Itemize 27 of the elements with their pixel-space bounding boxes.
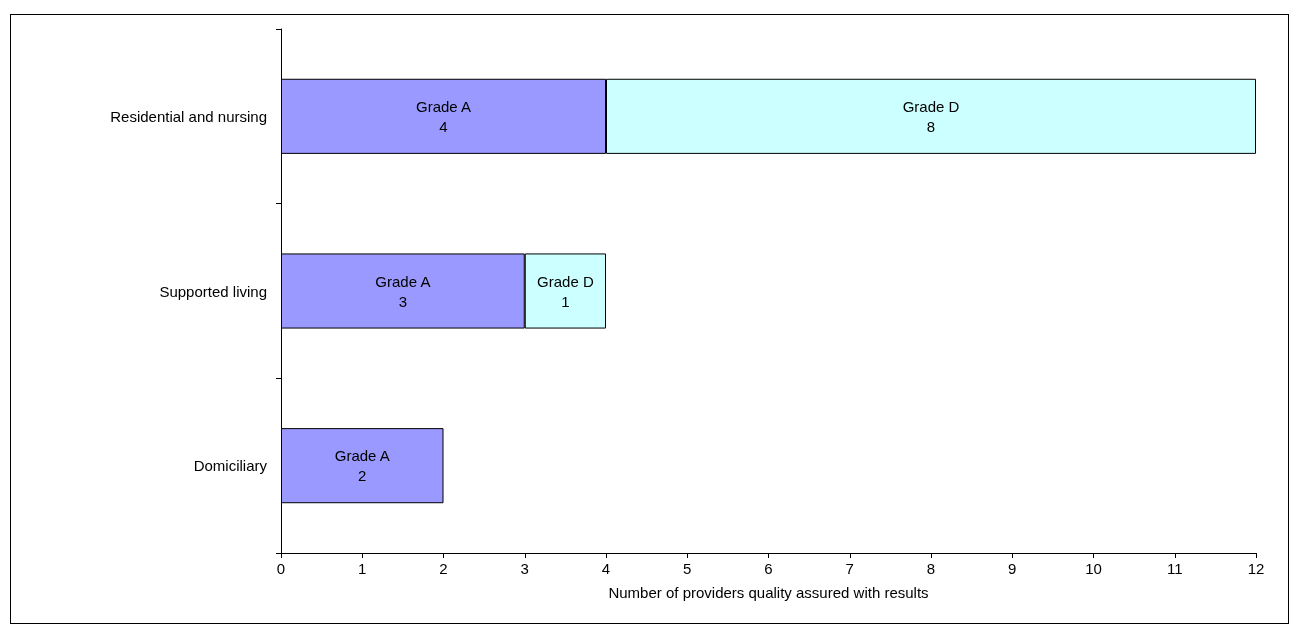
x-tick-label: 9: [1008, 560, 1017, 577]
text: Grade D: [902, 97, 960, 115]
x-tick-label: 7: [845, 560, 854, 577]
x-tick-label: 6: [764, 560, 773, 577]
y-tick-label: Supported living: [159, 282, 267, 300]
x-tick-label: 3: [520, 560, 529, 577]
x-tick-label: 4: [601, 560, 611, 577]
data-label: 3: [398, 292, 408, 310]
y-tick-label: Residential and nursing: [110, 107, 267, 125]
text: Grade A: [375, 272, 431, 290]
series-label: Grade D: [537, 272, 594, 290]
series-label: Grade A: [415, 97, 472, 115]
data-label: 1: [561, 292, 570, 310]
data-label: 8: [926, 117, 936, 135]
x-tick-label: 12: [1247, 560, 1265, 577]
x-tick-label: 8: [926, 560, 936, 577]
x-tick-label: 5: [683, 560, 692, 577]
x-tick-label: 0: [276, 560, 286, 577]
data-label: 4: [439, 117, 448, 135]
x-tick-label: 1: [358, 560, 367, 577]
x-tick-label: 2: [439, 560, 448, 577]
data-label: 2: [358, 467, 367, 485]
y-tick-label: Domiciliary: [193, 457, 268, 475]
text: Grade A: [334, 447, 390, 465]
x-axis-title: Number of providers quality assured with results: [608, 584, 929, 601]
x-tick-label: 10: [1085, 560, 1102, 577]
x-tick-label: 11: [1166, 560, 1183, 577]
